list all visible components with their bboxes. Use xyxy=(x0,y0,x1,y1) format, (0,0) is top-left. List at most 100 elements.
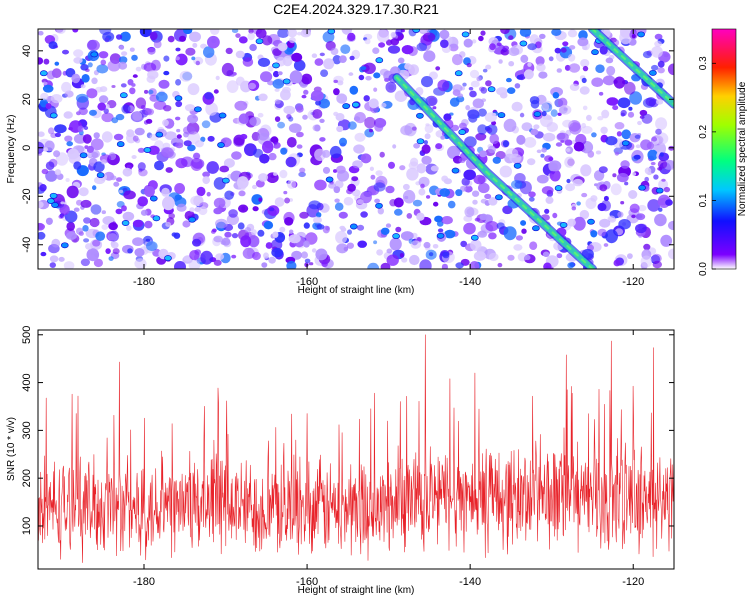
heatmap-cell xyxy=(200,250,214,265)
heatmap-cell xyxy=(144,108,155,116)
heatmap-cell xyxy=(389,199,397,207)
heatmap-cell xyxy=(390,31,397,38)
heatmap-cell xyxy=(176,128,181,133)
heatmap-cell xyxy=(107,60,121,72)
heatmap-cell xyxy=(118,189,124,194)
heatmap-cell xyxy=(279,169,288,179)
heatmap-cell xyxy=(377,207,384,215)
heatmap-cell xyxy=(485,80,492,87)
heatmap-cell xyxy=(519,29,532,37)
heatmap-cell xyxy=(314,58,324,66)
heatmap-cell xyxy=(394,90,408,102)
heatmap-cell xyxy=(313,216,322,224)
heatmap-cell xyxy=(514,83,521,89)
heatmap-cell xyxy=(637,120,642,126)
heatmap-cell xyxy=(81,74,90,83)
heatmap-cell xyxy=(303,240,310,248)
heatmap-cell xyxy=(144,186,155,197)
top-x-ticks: -180 -160 -140 -120 xyxy=(133,29,644,288)
heatmap-cell xyxy=(315,100,322,106)
heatmap-cell xyxy=(541,186,554,195)
heatmap-hotspot xyxy=(458,129,467,136)
heatmap-cell xyxy=(323,58,335,70)
heatmap-cell xyxy=(464,136,477,148)
heatmap-cell xyxy=(443,178,452,185)
heatmap-cell xyxy=(48,127,55,135)
heatmap-cell xyxy=(423,140,428,145)
heatmap-cell xyxy=(302,114,308,120)
heatmap-cell xyxy=(50,94,63,104)
heatmap-hotspot xyxy=(51,202,59,208)
heatmap-cell xyxy=(231,233,239,239)
heatmap-cell xyxy=(633,154,641,160)
heatmap-cell xyxy=(463,169,477,181)
heatmap-cell xyxy=(237,222,245,230)
heatmap-cell xyxy=(333,79,339,84)
heatmap-cell xyxy=(552,92,560,99)
heatmap-cell xyxy=(296,144,303,149)
heatmap-cell xyxy=(261,262,268,268)
heatmap-cell xyxy=(333,88,340,96)
heatmap-cell xyxy=(605,229,618,244)
heatmap-cell xyxy=(390,38,400,46)
x-tick-label: -120 xyxy=(622,576,644,588)
heatmap-cell xyxy=(268,152,277,161)
heatmap-cell xyxy=(458,122,467,130)
heatmap-cell xyxy=(66,141,73,147)
heatmap-cell xyxy=(440,135,446,140)
heatmap-cell xyxy=(53,150,61,158)
heatmap-cell xyxy=(435,143,443,150)
heatmap-cell xyxy=(263,252,269,259)
heatmap-cell xyxy=(550,109,558,117)
heatmap-cell xyxy=(189,31,201,42)
heatmap-cell xyxy=(647,199,661,212)
heatmap-cell xyxy=(507,87,516,94)
heatmap-cell xyxy=(399,165,406,171)
heatmap-cell xyxy=(560,47,567,53)
heatmap-cell xyxy=(301,251,308,259)
heatmap-cell xyxy=(132,135,139,142)
heatmap-cell xyxy=(597,116,604,121)
heatmap-cell xyxy=(235,33,241,38)
heatmap-cell xyxy=(374,117,387,128)
heatmap-cell xyxy=(277,42,288,52)
heatmap-cell xyxy=(356,199,364,205)
heatmap-cell xyxy=(221,62,234,77)
heatmap-cell xyxy=(506,77,512,83)
heatmap-cell xyxy=(96,64,109,74)
heatmap-cell xyxy=(511,179,523,190)
heatmap-cell xyxy=(488,252,499,262)
heatmap-cell xyxy=(462,82,467,87)
heatmap-cell xyxy=(627,111,635,118)
heatmap-cell xyxy=(400,231,414,241)
heatmap-cell xyxy=(376,29,390,43)
heatmap-cell xyxy=(618,219,631,230)
heatmap-cell xyxy=(251,229,257,236)
heatmap-cell xyxy=(336,125,344,133)
heatmap-hotspot xyxy=(217,142,225,148)
heatmap-cell xyxy=(392,144,397,149)
heatmap-cell xyxy=(71,73,81,84)
heatmap-cell xyxy=(103,108,109,114)
heatmap-cell xyxy=(153,40,162,49)
heatmap-cell xyxy=(83,126,89,130)
heatmap-cell xyxy=(465,105,471,111)
heatmap-cell xyxy=(145,118,153,124)
heatmap-cell xyxy=(322,225,330,234)
heatmap-cell xyxy=(116,177,123,182)
heatmap-cell xyxy=(653,174,659,180)
heatmap-hotspot xyxy=(325,176,334,183)
heatmap-cell xyxy=(272,48,282,56)
heatmap-hotspot xyxy=(143,147,152,153)
heatmap-cell xyxy=(206,191,211,197)
heatmap-cell xyxy=(597,228,607,237)
heatmap-cell xyxy=(347,32,356,42)
heatmap-cell xyxy=(318,98,330,109)
heatmap-cell xyxy=(176,134,182,139)
heatmap-cell xyxy=(496,42,502,47)
heatmap-cell xyxy=(549,169,561,182)
heatmap-cell xyxy=(416,42,428,52)
heatmap-cell xyxy=(135,66,142,72)
heatmap-hotspot xyxy=(272,62,280,69)
heatmap-hotspot xyxy=(554,185,563,192)
